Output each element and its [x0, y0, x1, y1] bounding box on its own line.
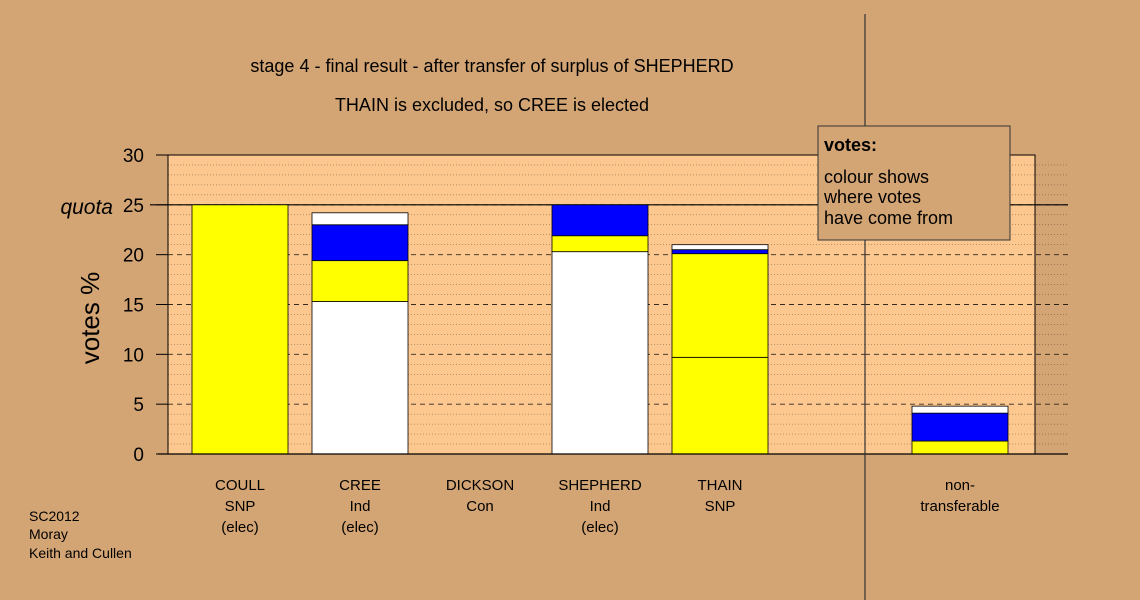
legend: votes: colour shows where votes have com…: [817, 125, 1011, 241]
chart-subtitle: THAIN is excluded, so CREE is elected: [335, 95, 649, 115]
x-axis-labels: COULL SNP (elec) CREE Ind (elec) DICKSON Con SHE…: [215, 477, 1000, 536]
category-label: (elec): [581, 519, 619, 536]
category-label: SNP: [225, 498, 256, 515]
bar-segment: [671, 249, 769, 255]
bar-segment: [551, 251, 649, 455]
bar-segment: [311, 224, 409, 262]
bar-segment: [191, 204, 289, 455]
legend-box: [817, 125, 1011, 241]
category-label: transferable: [920, 498, 999, 515]
y-tick-label: 5: [133, 395, 144, 416]
footer-line-2: Moray: [29, 526, 68, 542]
y-tick-label: 10: [123, 345, 144, 366]
category-label: Ind: [590, 498, 611, 515]
category-label: CREE: [339, 477, 381, 494]
footer-line-3: Keith and Cullen: [29, 545, 132, 561]
bar-segment: [551, 204, 649, 237]
category-label: (elec): [341, 519, 379, 536]
bar-segment: [311, 301, 409, 455]
legend-line-2: where votes: [823, 187, 921, 207]
category-label: Con: [466, 498, 494, 515]
bar-segment: [311, 260, 409, 302]
legend-line-3: have come from: [824, 208, 953, 228]
legend-title: votes:: [824, 135, 877, 155]
y-tick-label: 20: [123, 246, 144, 267]
bar-segment: [311, 212, 409, 226]
y-axis: 0 5 10 15 20 25 30: [123, 146, 1068, 466]
bar-segment: [671, 356, 769, 455]
y-tick-label: 30: [123, 146, 144, 167]
y-tick-label: 25: [123, 196, 144, 217]
bar-segment: [671, 244, 769, 251]
footer-line-1: SC2012: [29, 508, 80, 524]
bar-segment: [551, 235, 649, 253]
y-axis-label: votes %: [75, 272, 105, 365]
y-tick-label: 0: [133, 445, 144, 466]
bar-segment: [671, 253, 769, 358]
bar-segment: [911, 440, 1009, 455]
category-label: (elec): [221, 519, 259, 536]
category-label: SHEPHERD: [558, 477, 642, 494]
bar-segment: [911, 412, 1009, 442]
category-label: COULL: [215, 477, 265, 494]
y-tick-label: 15: [123, 296, 144, 317]
quota-label: quota: [60, 196, 113, 219]
bars: [191, 204, 1009, 455]
category-label: THAIN: [698, 477, 743, 494]
category-label: Ind: [350, 498, 371, 515]
chart-title: stage 4 - final result - after transfer …: [250, 56, 733, 76]
category-label: DICKSON: [446, 477, 514, 494]
legend-line-1: colour shows: [824, 167, 929, 187]
category-label: SNP: [705, 498, 736, 515]
category-label: non-: [945, 477, 975, 494]
bar-segment: [911, 405, 1009, 414]
